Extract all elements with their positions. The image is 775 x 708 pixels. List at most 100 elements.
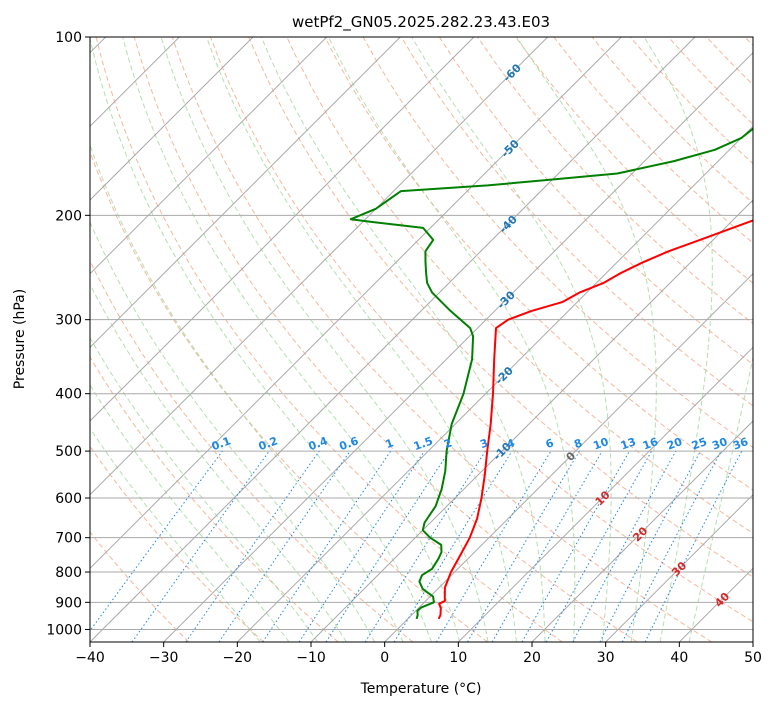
- dry-adiabat-line: [706, 37, 753, 86]
- isotherm-line: [531, 420, 753, 642]
- dry-adiabat-line: [171, 37, 712, 642]
- moist-adiabat-line: [90, 283, 347, 642]
- mixing-ratio-line: [131, 450, 270, 642]
- mixing-ratio-line: [185, 450, 320, 642]
- dry-adiabat-line: [95, 37, 563, 642]
- mixing-ratio-line: [521, 450, 630, 642]
- isotherm-line: [90, 37, 254, 201]
- isotherm-line: [310, 199, 753, 642]
- line-labels: -100-90-80-70-60-50-40-30-20-10010203040…: [210, 0, 751, 610]
- dry-adiabat-line: [90, 445, 264, 642]
- x-axis-label: Temperature (°C): [360, 681, 482, 697]
- moist-adiabat-line: [90, 143, 404, 642]
- axes: −40 −30 −20 −10 0 10 20 30 40 5010020030040050060…: [46, 30, 762, 666]
- moist-adiabat-line: [688, 355, 753, 642]
- mixing-ratio-line: [298, 450, 425, 642]
- moist-adiabat-line: [411, 37, 612, 642]
- mixing-ratio-label: 1: [384, 436, 396, 451]
- moist-adiabat-line: [643, 37, 713, 642]
- y-axis-label: Pressure (hPa): [12, 289, 28, 389]
- y-tick-label: 100: [55, 30, 82, 46]
- background-lines: [90, 37, 753, 642]
- isotherm-line: [163, 51, 753, 642]
- mixing-ratio-label: 0.6: [338, 434, 361, 453]
- dry-adiabat-line: [133, 37, 638, 642]
- isotherm-line: [605, 493, 753, 642]
- moist-adiabat-line: [206, 37, 517, 642]
- isotherm-line: [90, 37, 401, 349]
- mixing-ratio-label: 1.5: [412, 434, 435, 453]
- mixing-ratio-line: [572, 450, 677, 642]
- isotherm-line: [384, 272, 753, 642]
- dry-adiabat-line: [591, 37, 753, 204]
- isotherm-line: [678, 567, 753, 642]
- mixing-ratio-label: 25: [690, 435, 709, 452]
- isotherm-line: [90, 37, 696, 642]
- mixing-ratio-label: 0.4: [307, 434, 330, 453]
- mixing-ratio-label: 4: [505, 436, 517, 451]
- mixing-ratio-label: 3: [478, 436, 490, 451]
- mixing-ratio-label: 30: [710, 435, 729, 453]
- mixing-ratio-label: 0.2: [257, 434, 280, 453]
- mixing-ratio-label: 36: [731, 435, 750, 453]
- x-tick-label: 30: [597, 650, 615, 666]
- mixing-ratio-label: 8: [572, 436, 584, 451]
- mixing-ratio-line: [262, 450, 392, 642]
- mixing-ratio-line: [218, 450, 351, 642]
- mixing-ratio-label: 0.1: [210, 434, 233, 453]
- isotherm-label: -70: [503, 0, 526, 9]
- mixing-ratio-line: [621, 450, 722, 642]
- moist-adiabat-line: [327, 37, 576, 642]
- mixing-ratio-label: 2: [442, 436, 454, 451]
- mixing-ratio-label: 20: [665, 435, 684, 453]
- mixing-ratio-label: 10: [591, 435, 610, 453]
- x-tick-label: −20: [223, 650, 253, 666]
- y-tick-label: 200: [55, 208, 82, 224]
- dry-adiabat-line: [90, 259, 414, 642]
- dry-adiabat-line: [210, 37, 753, 623]
- isotherm-line: [90, 37, 475, 422]
- y-tick-label: 300: [55, 313, 82, 329]
- dry-adiabat-line: [744, 37, 753, 47]
- mixing-ratio-label: 16: [641, 435, 660, 453]
- isotherm-line: [236, 125, 753, 642]
- x-tick-label: 10: [449, 650, 467, 666]
- dry-adiabat-line: [362, 37, 753, 449]
- dry-adiabat-line: [248, 37, 753, 578]
- moist-adiabat-line: [90, 37, 432, 642]
- mixing-ratio-line: [599, 450, 701, 642]
- dry-adiabat-line: [90, 356, 339, 642]
- y-tick-label: 1000: [46, 622, 82, 638]
- dry-adiabat-line: [668, 37, 753, 125]
- y-tick-label: 500: [55, 444, 82, 460]
- dry-adiabat-line: [400, 37, 753, 407]
- moist-adiabat-line: [160, 37, 489, 642]
- mixing-ratio-line: [325, 450, 450, 642]
- mixing-ratio-label: 13: [619, 435, 638, 452]
- dry-adiabat-line: [90, 531, 190, 642]
- chart-title: wetPf2_GN05.2025.282.23.43.E03: [292, 13, 550, 32]
- temperature-line: [437, 219, 753, 620]
- x-tick-label: 40: [670, 650, 688, 666]
- isotherm-line: [752, 641, 753, 642]
- mixing-ratio-line: [435, 450, 552, 642]
- y-tick-label: 900: [55, 595, 82, 611]
- x-tick-label: 50: [744, 650, 762, 666]
- moist-adiabat-line: [122, 37, 461, 642]
- moist-adiabat-line: [90, 220, 376, 642]
- isotherm-line: [90, 37, 328, 275]
- isotherm-label: -30: [495, 288, 518, 311]
- dry-adiabat-line: [515, 37, 753, 284]
- x-tick-label: −10: [296, 650, 326, 666]
- isotherm-line: [90, 37, 549, 496]
- isotherm-line: [90, 37, 622, 570]
- dry-adiabat-line: [553, 37, 753, 244]
- plot-frame: [89, 36, 754, 643]
- dewpoint-line: [349, 127, 753, 620]
- moist-adiabat-line: [90, 336, 319, 642]
- mixing-ratio-label: 6: [544, 436, 556, 451]
- dry-adiabat-line: [438, 37, 753, 366]
- dry-adiabat-line: [324, 37, 753, 491]
- y-tick-label: 800: [55, 565, 82, 581]
